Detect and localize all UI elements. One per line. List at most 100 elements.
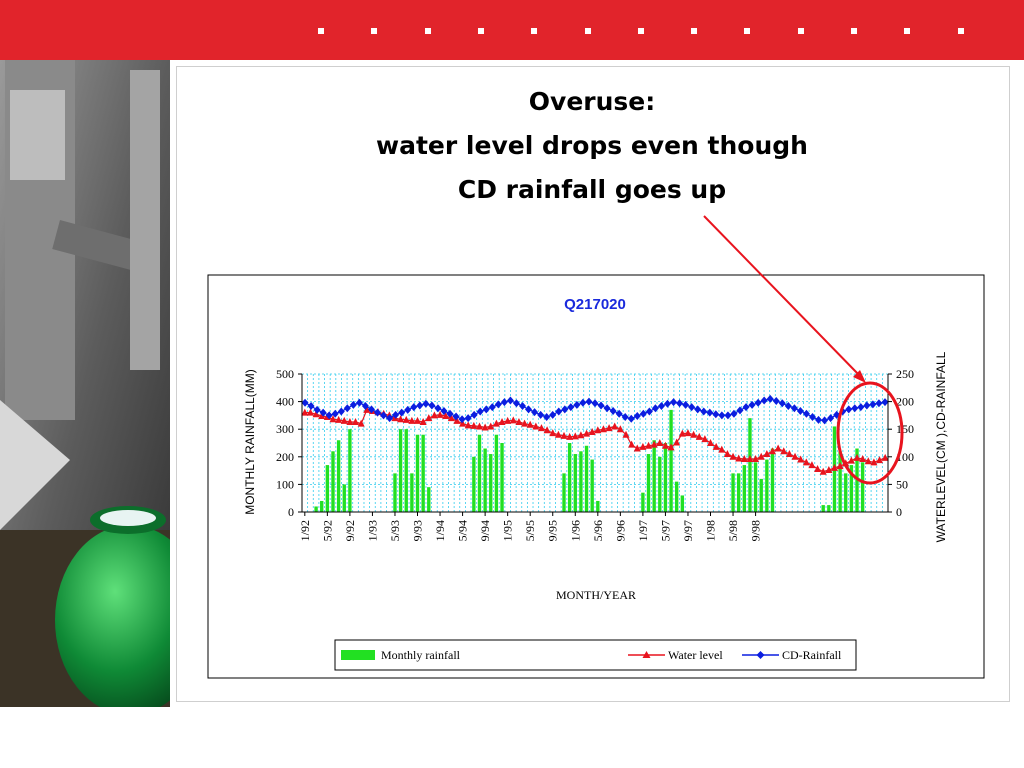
- cd-rainfall-point: [367, 405, 375, 414]
- hand-pump-photo: [0, 60, 170, 707]
- rainfall-bar: [827, 505, 831, 512]
- cd-rainfall-point: [506, 396, 514, 405]
- water-level-point: [447, 414, 455, 422]
- cd-rainfall-point: [657, 402, 665, 411]
- x-tick-label: 1/98: [704, 520, 718, 541]
- water-level-point: [690, 430, 698, 438]
- water-level-point: [419, 418, 427, 426]
- rainfall-bar: [736, 473, 741, 512]
- banner-dot: [904, 28, 911, 34]
- cd-rainfall-point: [573, 400, 581, 409]
- top-banner: [0, 0, 1024, 60]
- banner-dot: [957, 28, 964, 34]
- cd-rainfall-point: [869, 400, 877, 409]
- water-level-point: [847, 456, 855, 464]
- cd-rainfall-point: [881, 398, 889, 407]
- y-axis-left-label: MONTHLY RAINFALL(MM): [243, 369, 257, 515]
- y-left-tick-label: 0: [288, 505, 294, 519]
- cd-rainfall-point: [355, 398, 363, 407]
- water-level-point: [650, 440, 658, 448]
- water-level-point: [881, 453, 889, 461]
- cd-rainfall-point: [603, 404, 611, 413]
- x-tick-label: 5/97: [658, 520, 672, 541]
- water-level-point: [836, 462, 844, 470]
- rainfall-bar: [472, 456, 476, 512]
- x-tick-label: 9/98: [749, 520, 763, 541]
- cd-rainfall-point: [537, 410, 545, 419]
- cd-rainfall-point: [476, 407, 484, 416]
- rainfall-bar: [415, 434, 420, 512]
- y-right-tick-label: 250: [896, 367, 914, 381]
- cd-rainfall-point: [531, 408, 539, 417]
- water-level-point: [616, 425, 624, 433]
- banner-dot: [637, 28, 644, 34]
- water-level-point: [498, 418, 506, 426]
- cd-rainfall-point: [845, 405, 853, 414]
- water-level-point: [876, 456, 884, 464]
- rainfall-bar: [421, 434, 425, 512]
- y-right-tick-label: 200: [896, 395, 914, 409]
- rainfall-bar: [483, 448, 487, 512]
- cd-rainfall-point: [597, 401, 605, 410]
- x-tick-label: 1/95: [501, 520, 515, 541]
- water-level-point: [718, 445, 726, 453]
- water-level-point: [526, 420, 534, 428]
- cd-rainfall-point: [488, 403, 496, 412]
- rainfall-bar: [765, 459, 769, 512]
- rainfall-bar: [325, 465, 330, 512]
- cd-rainfall-point: [663, 399, 671, 408]
- water-level-point: [481, 423, 489, 431]
- water-level-point: [684, 429, 692, 437]
- cd-rainfall-point: [802, 409, 810, 418]
- rainfall-bar: [844, 473, 848, 512]
- y-right-tick-label: 150: [896, 422, 914, 436]
- rainfall-bar: [646, 454, 651, 512]
- water-level-point: [560, 431, 568, 439]
- water-level-point: [532, 422, 540, 430]
- cd-rainfall-point: [361, 402, 369, 411]
- legend-marker-water-level: [642, 651, 651, 658]
- rainfall-bar: [314, 506, 318, 512]
- banner-dot: [797, 28, 804, 34]
- cd-rainfall-point: [374, 408, 382, 417]
- water-level-point: [830, 463, 838, 471]
- data-lines: [301, 394, 889, 475]
- rainfall-bar: [731, 473, 735, 512]
- rainfall-bar: [336, 440, 341, 512]
- cd-rainfall-point: [821, 416, 829, 425]
- water-level-point: [622, 430, 630, 438]
- cd-rainfall-point: [742, 403, 750, 412]
- cd-rainfall-point: [609, 406, 617, 415]
- y-axis-right-label: WATERLEVEL(CM ),CD-RAINFALL: [934, 351, 948, 542]
- cd-rainfall-point: [772, 397, 780, 406]
- rainfall-bar: [500, 443, 504, 512]
- legend-marker-cd-rainfall: [756, 651, 765, 659]
- cd-rainfall-point: [301, 398, 309, 407]
- annotation-arrowhead: [853, 370, 866, 383]
- water-level-point: [583, 429, 591, 437]
- cd-rainfall-point: [688, 403, 696, 412]
- water-level-point: [673, 438, 681, 446]
- cd-rainfall-point: [784, 402, 792, 411]
- water-level-point: [363, 405, 371, 413]
- cd-rainfall-point: [313, 405, 321, 414]
- cd-rainfall-point: [615, 409, 623, 418]
- cd-rainfall-point: [549, 410, 557, 419]
- water-level-point: [509, 416, 517, 424]
- rainfall-bar: [398, 429, 403, 512]
- water-level-point: [678, 429, 686, 437]
- water-level-point: [464, 421, 472, 429]
- banner-dot: [318, 28, 324, 34]
- cd-rainfall-point: [682, 400, 690, 409]
- cd-rainfall-point: [555, 407, 563, 416]
- cd-rainfall-point: [307, 402, 315, 411]
- cd-rainfall-point: [736, 406, 744, 415]
- y-left-tick-label: 500: [276, 367, 294, 381]
- water-level-point: [352, 418, 360, 426]
- banner-dot: [851, 28, 857, 34]
- rainfall-bar: [404, 429, 408, 512]
- cd-rainfall-point: [591, 399, 599, 408]
- cd-rainfall-point: [422, 399, 430, 408]
- rainfall-bar: [331, 451, 335, 512]
